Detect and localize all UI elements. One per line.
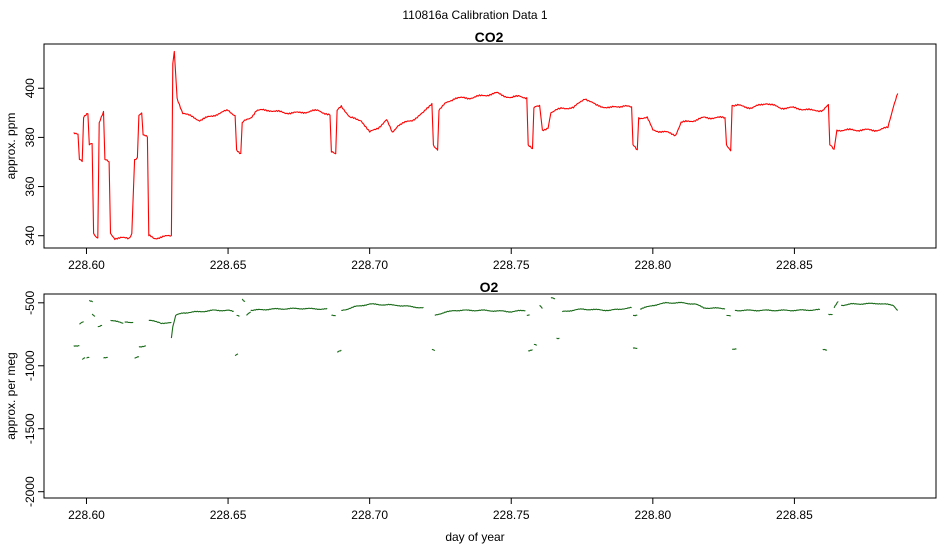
o2-series-segment xyxy=(110,319,124,324)
o2-series-segment xyxy=(337,349,342,353)
o2-series-segment xyxy=(79,321,84,325)
co2-title: CO2 xyxy=(475,29,504,45)
co2-plot-frame xyxy=(43,43,937,249)
o2-series-segment xyxy=(526,314,530,316)
o2-series-segment xyxy=(234,353,239,357)
o2-series-segment xyxy=(88,299,94,303)
o2-series-segment xyxy=(731,348,737,350)
co2-x-tick-label: 228.70 xyxy=(351,258,388,272)
o2-series-segment xyxy=(331,314,336,317)
o2-y-tick-label: -2000 xyxy=(23,476,37,507)
o2-series-segment xyxy=(73,345,80,347)
o2-series-segment xyxy=(841,302,899,311)
co2-x-tick-label: 228.85 xyxy=(776,258,813,272)
co2-series xyxy=(73,50,899,241)
o2-x-tick-label: 228.70 xyxy=(351,508,388,522)
o2-y-tick-label: -1500 xyxy=(23,413,37,444)
o2-panel: O2 228.60 228.65 228.70 228.75 228.80 228.85 … xyxy=(4,279,937,544)
o2-x-axis-label: day of year xyxy=(445,530,504,544)
o2-series-segment xyxy=(148,319,161,324)
o2-x-tick-label: 228.85 xyxy=(776,508,813,522)
o2-y-axis-label: approx. per meg xyxy=(4,352,18,439)
o2-series-segment xyxy=(734,308,821,312)
o2-x-tick-label: 228.60 xyxy=(68,508,105,522)
o2-series-segment xyxy=(236,314,240,317)
o2-series-segment xyxy=(550,297,556,300)
o2-series-segment xyxy=(640,301,726,310)
o2-series-segment xyxy=(170,309,234,339)
figure-title: 110816a Calibration Data 1 xyxy=(402,8,548,22)
o2-series-segment xyxy=(134,356,139,359)
o2-title: O2 xyxy=(480,279,499,295)
co2-y-tick-label: 380 xyxy=(23,127,37,147)
co2-y-axis: 340 360 380 400 xyxy=(23,78,44,246)
o2-x-tick-label: 228.75 xyxy=(493,508,530,522)
o2-series-segment xyxy=(726,314,731,317)
co2-x-tick-label: 228.60 xyxy=(68,258,105,272)
co2-x-axis: 228.60 228.65 228.70 228.75 228.80 228.85 xyxy=(68,248,813,272)
o2-series-segment xyxy=(341,303,424,311)
o2-series-segment xyxy=(103,356,108,359)
co2-y-tick-label: 400 xyxy=(23,78,37,98)
o2-series-segment xyxy=(533,343,537,346)
o2-series-segment xyxy=(434,309,526,316)
o2-series-segment xyxy=(81,357,86,360)
o2-plot-frame xyxy=(43,293,937,499)
o2-x-axis: 228.60 228.65 228.70 228.75 228.80 228.85 xyxy=(68,498,813,522)
co2-x-tick-label: 228.80 xyxy=(634,258,671,272)
o2-y-tick-label: -1000 xyxy=(23,350,37,381)
o2-series-segment xyxy=(138,345,146,348)
co2-x-tick-label: 228.65 xyxy=(210,258,247,272)
o2-series-segment xyxy=(86,356,90,359)
o2-series-segment xyxy=(124,321,134,324)
o2-series-segment xyxy=(556,337,560,340)
o2-series-segment xyxy=(632,347,638,349)
o2-series-segment xyxy=(562,306,632,313)
co2-y-tick-label: 360 xyxy=(23,176,37,196)
o2-series-segment xyxy=(528,349,533,352)
o2-y-tick-label: -500 xyxy=(23,290,37,314)
o2-series-segment xyxy=(539,304,543,309)
o2-x-tick-label: 228.80 xyxy=(634,508,671,522)
co2-x-tick-label: 228.75 xyxy=(493,258,530,272)
co2-series-line xyxy=(73,50,899,241)
o2-series-segment xyxy=(246,311,252,316)
o2-series-segment xyxy=(822,348,828,351)
o2-x-tick-label: 228.65 xyxy=(210,508,247,522)
co2-y-axis-label: approx. ppm xyxy=(4,113,18,180)
o2-series-segment xyxy=(633,314,638,317)
o2-series-segment xyxy=(431,348,436,352)
o2-series-segment xyxy=(91,313,96,317)
o2-series-segment xyxy=(833,301,839,309)
o2-series-segment xyxy=(828,313,833,316)
o2-series-segment xyxy=(241,298,246,303)
o2-series-segment xyxy=(250,307,328,312)
o2-series-segment xyxy=(159,321,172,325)
co2-y-tick-label: 340 xyxy=(23,225,37,245)
o2-series-segment xyxy=(97,324,103,328)
co2-panel: CO2 228.60 228.65 228.70 228.75 228.80 228.85… xyxy=(4,29,937,272)
o2-series xyxy=(73,297,899,360)
o2-y-axis: -500 -1000 -1500 -2000 xyxy=(23,290,44,507)
